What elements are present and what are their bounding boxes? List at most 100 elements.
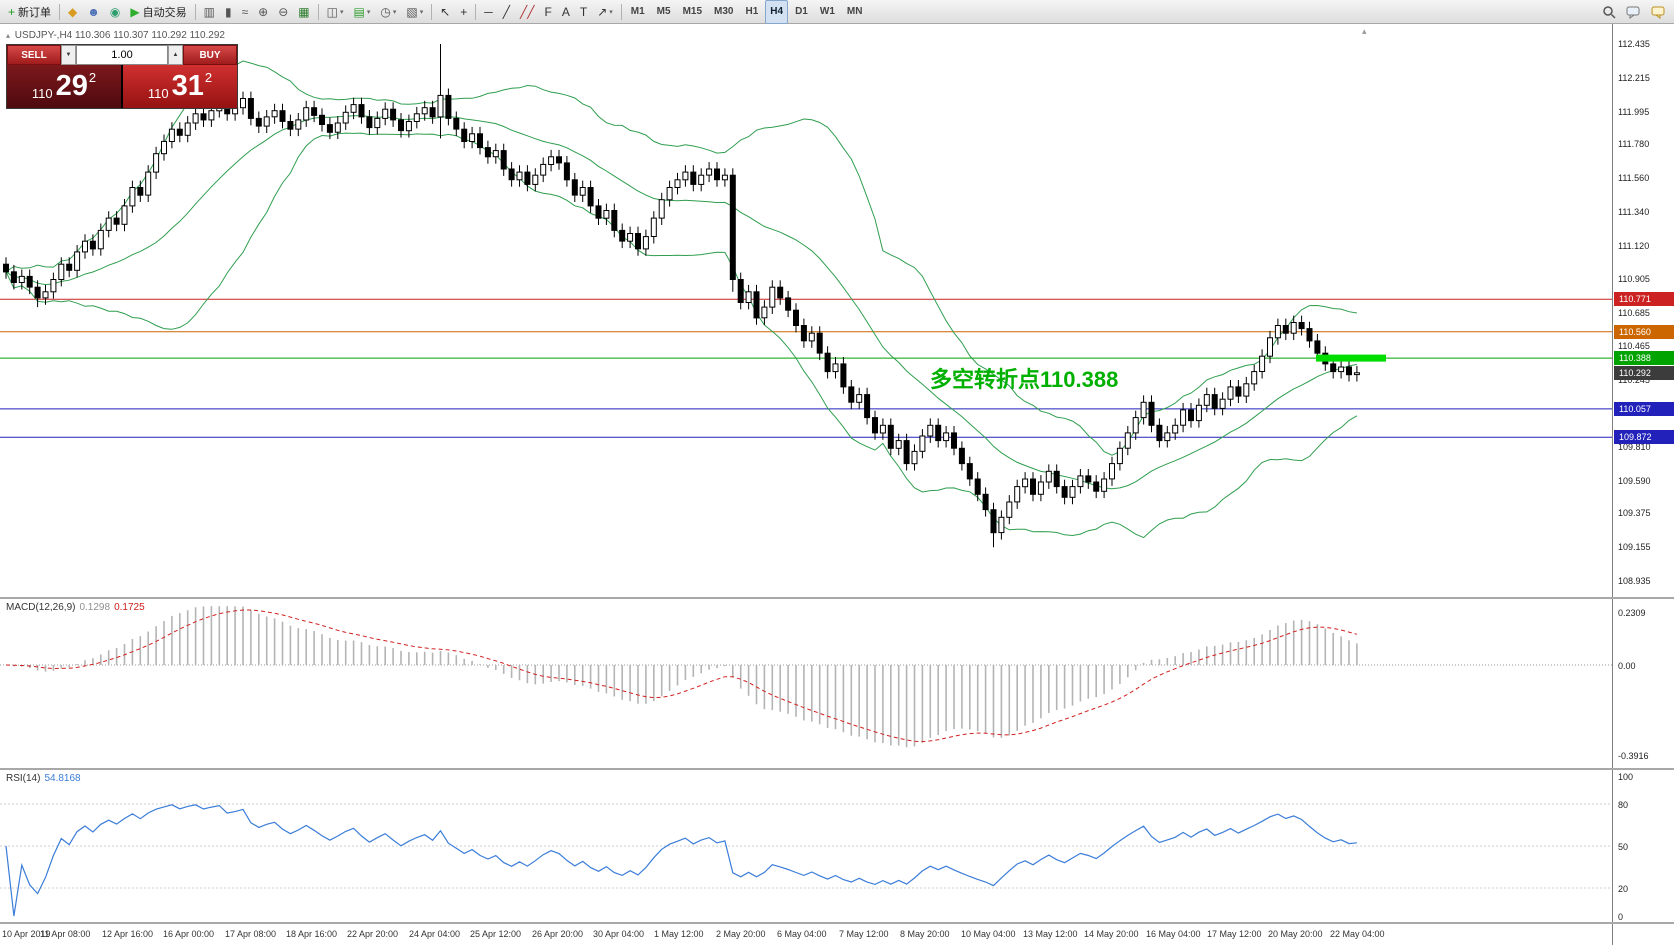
candle-body [66, 263, 73, 271]
toolbar-group: ◆ ☻ ◉ ▶ 自动交易 [63, 0, 192, 23]
price-axis-label: 109.155 [1618, 542, 1651, 552]
candle-body [895, 440, 902, 449]
rsi-indicator-panel[interactable]: RSI(14) 54.8168 [0, 770, 1612, 922]
timeframe-m5[interactable]: M5 [656, 6, 671, 17]
timeframe-m1[interactable]: M1 [630, 6, 645, 17]
macd-axis-label: -0.3916 [1618, 751, 1649, 761]
timeframe-m30[interactable]: M30 [714, 6, 734, 17]
time-axis-label: 2 May 20:00 [716, 929, 766, 939]
timeframe-d1[interactable]: D1 [795, 6, 808, 17]
candlestick-chart-button[interactable]: ▮ [221, 1, 236, 23]
templates-button[interactable]: ▧ ▾ [402, 1, 427, 23]
price-chart-panel[interactable]: ▴ USDJPY-,H4 110.306 110.307 110.292 110… [0, 24, 1612, 597]
arrows-tool-button[interactable]: ↗ ▾ [593, 1, 617, 23]
timeframe-h4[interactable]: H4 [765, 0, 789, 24]
community-chat-button[interactable] [1647, 1, 1670, 23]
text-tool-button[interactable]: A [558, 1, 574, 23]
panel-divider[interactable] [0, 768, 1674, 770]
time-axis[interactable]: 10 Apr 2019 11 Apr 08:00 12 Apr 16:00 16 Ap… [0, 924, 1612, 945]
zoom-in-button[interactable]: ⊕ [254, 1, 272, 23]
candle-body [1274, 325, 1281, 339]
candle-body [848, 386, 855, 403]
buy-button[interactable]: BUY [183, 45, 237, 65]
candle-body [382, 108, 389, 119]
candle-body [240, 98, 246, 109]
candle-body [548, 156, 555, 166]
macd-main-value: 0.1298 [79, 602, 111, 613]
dropdown-caret-icon: ▾ [366, 8, 371, 16]
new-order-button[interactable]: + 新订单 [4, 1, 55, 23]
line-chart-button[interactable]: ≈ [238, 1, 253, 23]
candle-body [958, 447, 965, 465]
main-toolbar: + 新订单 ◆ ☻ ◉ ▶ 自动交易 ▥ ▮ ≈ ⊕ ⊖ ▦ ◫ ▾ ▤ ▾ ◷ ▾ ▧ ▾ ↖ + ─ ╱ ╱╱ F A T ↗ ▾ M1 M… [0, 0, 1674, 24]
new-chart-button[interactable]: ▤ ▾ [349, 1, 374, 23]
candle-body [579, 187, 586, 196]
channel-tool-button[interactable]: ╱╱ [516, 1, 538, 23]
candle-body [935, 424, 942, 442]
price-axis-label: 109.590 [1618, 476, 1651, 486]
timeframe-h1[interactable]: H1 [745, 6, 759, 17]
candle-body [1290, 322, 1297, 334]
autotrading-button[interactable]: ▶ 自动交易 [126, 1, 190, 23]
sell-button[interactable]: SELL [7, 45, 61, 65]
ask-main-digits: 31 [171, 70, 204, 102]
cursor-button[interactable]: ↖ [436, 1, 454, 23]
trendline-tool-button[interactable]: ╱ [499, 1, 514, 23]
volume-down-button[interactable]: ▼ [61, 45, 76, 65]
community-button[interactable]: ◉ [106, 1, 124, 23]
search-button[interactable] [1598, 1, 1620, 23]
hline-tool-button[interactable]: ─ [480, 1, 497, 23]
pivot-highlight-segment [1316, 354, 1386, 362]
candle-body [10, 271, 17, 284]
periods-button[interactable]: ◷ ▾ [376, 1, 400, 23]
candle-body [1188, 409, 1194, 422]
price-axis-label: 111.995 [1618, 107, 1650, 117]
order-plus-icon: + [8, 4, 16, 19]
candle-body [1164, 432, 1171, 442]
candle-body [658, 199, 665, 219]
panel-divider[interactable] [0, 597, 1674, 599]
panel-divider[interactable] [0, 922, 1674, 924]
volume-up-button[interactable]: ▲ [168, 45, 183, 65]
candle-body [153, 153, 160, 173]
toolbar-separator [317, 3, 319, 20]
candle-body [200, 113, 207, 121]
label-tool-button[interactable]: T [576, 1, 591, 23]
toolbar-group: ◫ ▾ ▤ ▾ ◷ ▾ ▧ ▾ [322, 0, 429, 23]
price-axis-label: 110.245 [1618, 375, 1650, 385]
time-axis-label: 7 May 12:00 [839, 929, 889, 939]
chat-button[interactable] [1622, 1, 1645, 23]
candle-body [334, 122, 341, 133]
grid-button[interactable]: ▦ [294, 1, 313, 23]
time-axis-label: 10 Apr 2019 [2, 929, 51, 939]
timeframe-w1[interactable]: W1 [819, 6, 835, 17]
timeframe-m15[interactable]: M15 [682, 6, 703, 17]
profile-button[interactable]: ☻ [83, 1, 104, 23]
candle-body [1077, 475, 1084, 488]
tile-windows-button[interactable]: ◫ ▾ [323, 1, 348, 23]
price-chart-canvas[interactable] [0, 24, 1612, 597]
chart-shift-marker-icon[interactable]: ▴ [1362, 26, 1367, 36]
time-axis-label: 13 May 12:00 [1023, 929, 1078, 939]
candle-body [714, 168, 720, 181]
candle-body [484, 147, 491, 158]
mql5-button[interactable]: ◆ [64, 1, 81, 23]
bollinger-middle-band [5, 115, 1357, 490]
crosshair-button[interactable]: + [456, 1, 471, 23]
candle-body [255, 117, 262, 127]
buy-price-button[interactable]: 110 31 2 [123, 65, 237, 108]
candle-body [358, 104, 365, 118]
candle-body [1156, 424, 1163, 442]
rsi-name: RSI(14) [6, 773, 41, 784]
sell-price-button[interactable]: 110 29 2 [7, 65, 121, 108]
volume-input[interactable] [76, 45, 168, 65]
price-axis[interactable]: 112.435 112.215 111.995 111.780 111.560 111.3… [1612, 24, 1674, 945]
macd-indicator-panel[interactable]: MACD(12,26,9) 0.1298 0.1725 [0, 599, 1612, 768]
bar-chart-button[interactable]: ▥ [200, 1, 219, 23]
fibonacci-tool-button[interactable]: F [540, 1, 555, 23]
candle-body [58, 263, 65, 280]
zoom-out-button[interactable]: ⊖ [274, 1, 292, 23]
timeframe-mn[interactable]: MN [846, 6, 863, 17]
candle-body [461, 128, 468, 142]
